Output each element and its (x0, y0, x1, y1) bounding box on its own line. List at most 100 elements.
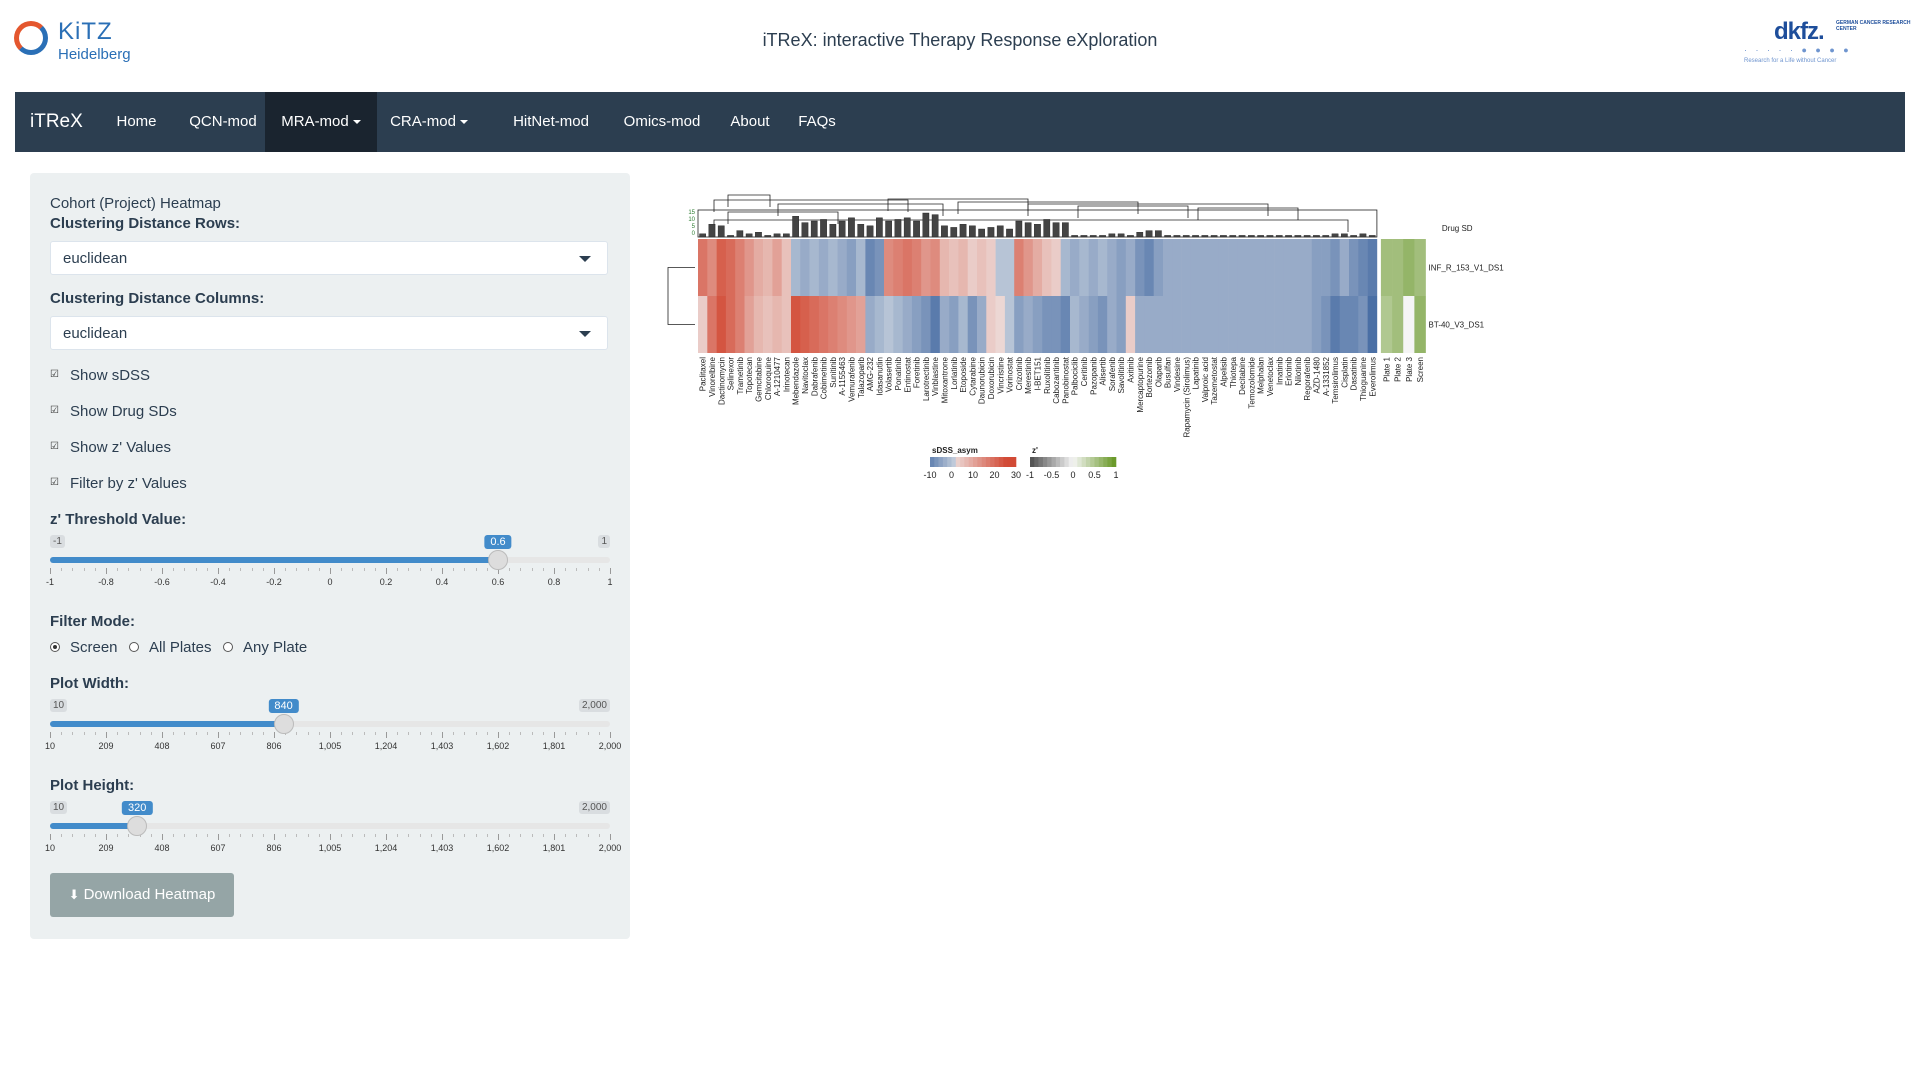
slider-minor-tick (262, 732, 264, 735)
slider-major-tick (498, 834, 499, 840)
slider-fill (50, 721, 284, 727)
heatmap-cell (1172, 296, 1182, 353)
kitz-logo: KiTZ Heidelberg (14, 18, 134, 64)
column-dendrogram-branch (727, 194, 771, 207)
heatmap-cell (1349, 239, 1359, 296)
section-title: Cohort (Project) Heatmap (50, 195, 221, 212)
column-label: Bortezomib (1145, 356, 1154, 397)
heatmap-cell (818, 239, 829, 296)
drug-sd-bar (764, 235, 772, 238)
heatmap-cell (1051, 239, 1061, 296)
column-label: Ceritinib (1080, 356, 1089, 386)
slider-minor-tick (128, 568, 130, 571)
slider-minor-tick (285, 834, 287, 837)
zprime-cell (1403, 239, 1415, 296)
heatmap-cell (1367, 296, 1378, 353)
slider-minor-tick (397, 732, 399, 735)
column-label: Sorafenib (1108, 356, 1117, 391)
nav-qcn-mod[interactable]: QCN-mod (189, 113, 257, 130)
zprime-legend-swatch (1034, 457, 1039, 467)
z-threshold-slider[interactable]: -1 1 0.6 -1 -0.8 -0.6 -0.4 -0.2 0 0.2 0.4 0.6 0.8 1 (46, 535, 613, 595)
sdss-legend-swatch (985, 457, 991, 467)
slider-minor-tick (509, 732, 511, 735)
column-label: Lapatinib (1192, 356, 1201, 389)
heatmap-cell (995, 296, 1006, 353)
slider-ticks (50, 568, 611, 576)
zprime-legend-swatch (1030, 457, 1035, 467)
plot-width-slider[interactable]: 10 2,000 840 10 209 408 607 806 1,005 1,204 1,403 1… (45, 699, 621, 759)
zprime-cell (1392, 239, 1404, 296)
nav-faqs[interactable]: FAQs (798, 113, 836, 130)
download-heatmap-button[interactable]: ⬇ Download Heatmap (50, 873, 234, 917)
nav-omics-mod[interactable]: Omics-mod (623, 113, 701, 130)
zprime-legend-tick: -1 (1026, 470, 1034, 480)
slider-minor-tick (453, 732, 455, 735)
zprime-legend-swatch (1107, 457, 1112, 467)
column-label: Temsirolimus (1331, 357, 1340, 404)
heatmap-cell (1302, 296, 1313, 353)
slider-tick-label: 806 (266, 741, 282, 751)
heatmap-cell (1032, 296, 1043, 353)
heatmap-cell (921, 239, 931, 296)
drug-sd-bar (755, 232, 762, 238)
rows-distance-select[interactable]: euclidean (50, 241, 608, 275)
slider-major-tick (610, 568, 611, 574)
sdss-legend-swatch (973, 457, 978, 467)
drug-sd-bar (1331, 233, 1339, 238)
drug-sd-bar (1006, 228, 1013, 238)
radio-selected-icon (50, 642, 60, 652)
heatmap-cell (716, 296, 727, 353)
plot-height-slider[interactable]: 10 2,000 320 10 209 408 607 806 1,005 1,204 1,403 1… (45, 801, 621, 861)
slider-tick-label: 1,602 (486, 843, 510, 853)
column-label: Pazopanib (1089, 356, 1098, 394)
heatmap-cell (800, 296, 810, 353)
heatmap-cell (1153, 296, 1164, 353)
drug-sd-bar (1173, 235, 1181, 238)
slider-track[interactable] (50, 721, 610, 727)
slider-tick-label: 1,801 (542, 741, 566, 751)
slider-minor-tick (419, 568, 421, 571)
heatmap-cell (744, 296, 755, 353)
heatmap-cell (1228, 296, 1238, 353)
nav-hitnet-mod[interactable]: HitNet-mod (513, 113, 589, 130)
sdss-legend-swatch (977, 457, 982, 467)
heatmap-cell (1228, 239, 1238, 296)
heatmap-cell (1358, 239, 1368, 296)
slider-handle[interactable] (127, 816, 148, 836)
heatmap-cell (949, 239, 959, 296)
column-label: Dasatinib (1350, 356, 1359, 390)
slider-handle[interactable] (273, 714, 294, 734)
nav-cra-mod[interactable]: CRA-mod (377, 92, 481, 152)
slider-minor-tick (430, 568, 432, 571)
heatmap-cell (1190, 239, 1201, 296)
radio-unselected-icon (223, 642, 233, 652)
drug-sd-bar (1201, 235, 1209, 238)
slider-track[interactable] (50, 823, 610, 829)
slider-handle[interactable] (488, 550, 508, 570)
slider-tick-label: 0 (327, 577, 333, 587)
heatmap-cell (1079, 296, 1089, 353)
cols-distance-select[interactable]: euclidean (50, 316, 608, 350)
heatmap-cell (725, 239, 736, 296)
column-label: Vorinostat (1006, 356, 1015, 392)
slider-minor-tick (150, 568, 152, 571)
slider-minor-tick (83, 834, 85, 837)
nav-home[interactable]: Home (116, 113, 157, 130)
drug-sd-label: Drug SD (1442, 224, 1473, 233)
navbar-brand[interactable]: iTReX (30, 111, 83, 132)
slider-tick-label: 10 (44, 741, 56, 751)
zprime-legend-swatch (1090, 457, 1095, 467)
slider-minor-tick (296, 568, 298, 571)
slider-major-tick (50, 834, 51, 840)
heatmap-cell (1330, 296, 1340, 353)
heatmap-cell (1265, 296, 1275, 353)
drug-sd-bar (1145, 230, 1153, 238)
slider-minor-tick (229, 732, 231, 735)
column-label: Idasanutlin (875, 357, 884, 396)
zprime-legend-tick: 0.5 (1088, 470, 1101, 480)
nav-about[interactable]: About (730, 113, 770, 130)
heatmap-cell (1265, 239, 1275, 296)
row-label: BT-40_V3_DS1 (1429, 321, 1485, 330)
heatmap-cell (1060, 296, 1071, 353)
nav-mra-mod[interactable]: MRA-mod (265, 92, 377, 152)
